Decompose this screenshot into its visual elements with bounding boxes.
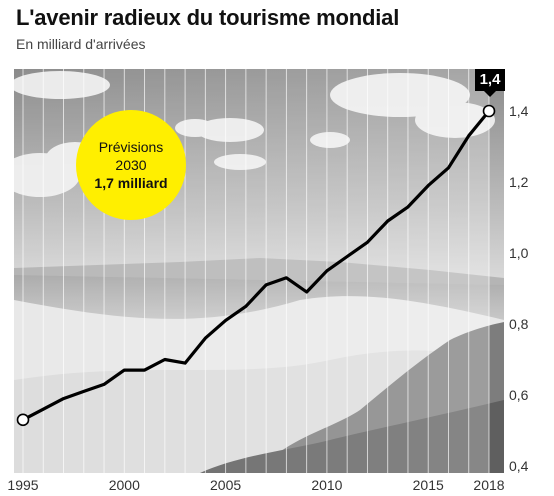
x-tick-label: 2018	[473, 477, 504, 493]
y-tick-label: 1,4	[509, 103, 529, 119]
x-tick-label: 2005	[210, 477, 241, 493]
start-point-marker	[16, 413, 30, 427]
end-point-marker	[482, 104, 496, 118]
chart-subtitle: En milliard d'arrivées	[16, 36, 146, 52]
series-line	[22, 109, 491, 422]
y-tick-label: 0,4	[509, 458, 529, 474]
y-axis: 0,4 0,6 0,8 1,0 1,2 1,4	[509, 103, 529, 474]
callout-line1: Prévisions	[98, 139, 164, 155]
year-band	[347, 69, 368, 473]
year-band	[205, 69, 226, 473]
year-band	[367, 69, 388, 473]
y-tick-label: 1,0	[509, 245, 529, 261]
callout-line2: 2030	[115, 157, 147, 173]
year-band	[286, 69, 307, 473]
year-band	[63, 69, 84, 473]
x-axis: 1995 2000 2005 2010 2015 2018	[7, 477, 504, 493]
end-value-label: 1,4	[475, 69, 505, 97]
year-band	[428, 69, 449, 473]
year-band	[468, 69, 489, 473]
x-tick-label: 2010	[311, 477, 342, 493]
x-tick-label: 1995	[7, 477, 38, 493]
year-band	[407, 69, 429, 473]
year-gridlines	[22, 69, 490, 473]
year-band	[448, 69, 469, 473]
year-band	[266, 69, 287, 473]
y-tick-label: 0,8	[509, 316, 529, 332]
forecast-callout: Prévisions 2030 1,7 milliard	[76, 110, 186, 220]
y-tick-label: 0,6	[509, 387, 529, 403]
y-tick-label: 1,2	[509, 174, 529, 190]
callout-line3: 1,7 milliard	[94, 175, 168, 191]
year-band	[185, 69, 206, 473]
year-band	[387, 69, 408, 473]
year-band	[43, 69, 64, 473]
year-band	[23, 69, 44, 473]
x-tick-label: 2000	[109, 477, 140, 493]
year-band	[326, 69, 348, 473]
x-tick-label: 2015	[413, 477, 444, 493]
year-band	[306, 69, 327, 473]
year-band	[225, 69, 246, 473]
chart-title: L'avenir radieux du tourisme mondial	[16, 5, 400, 30]
year-band	[245, 69, 267, 473]
